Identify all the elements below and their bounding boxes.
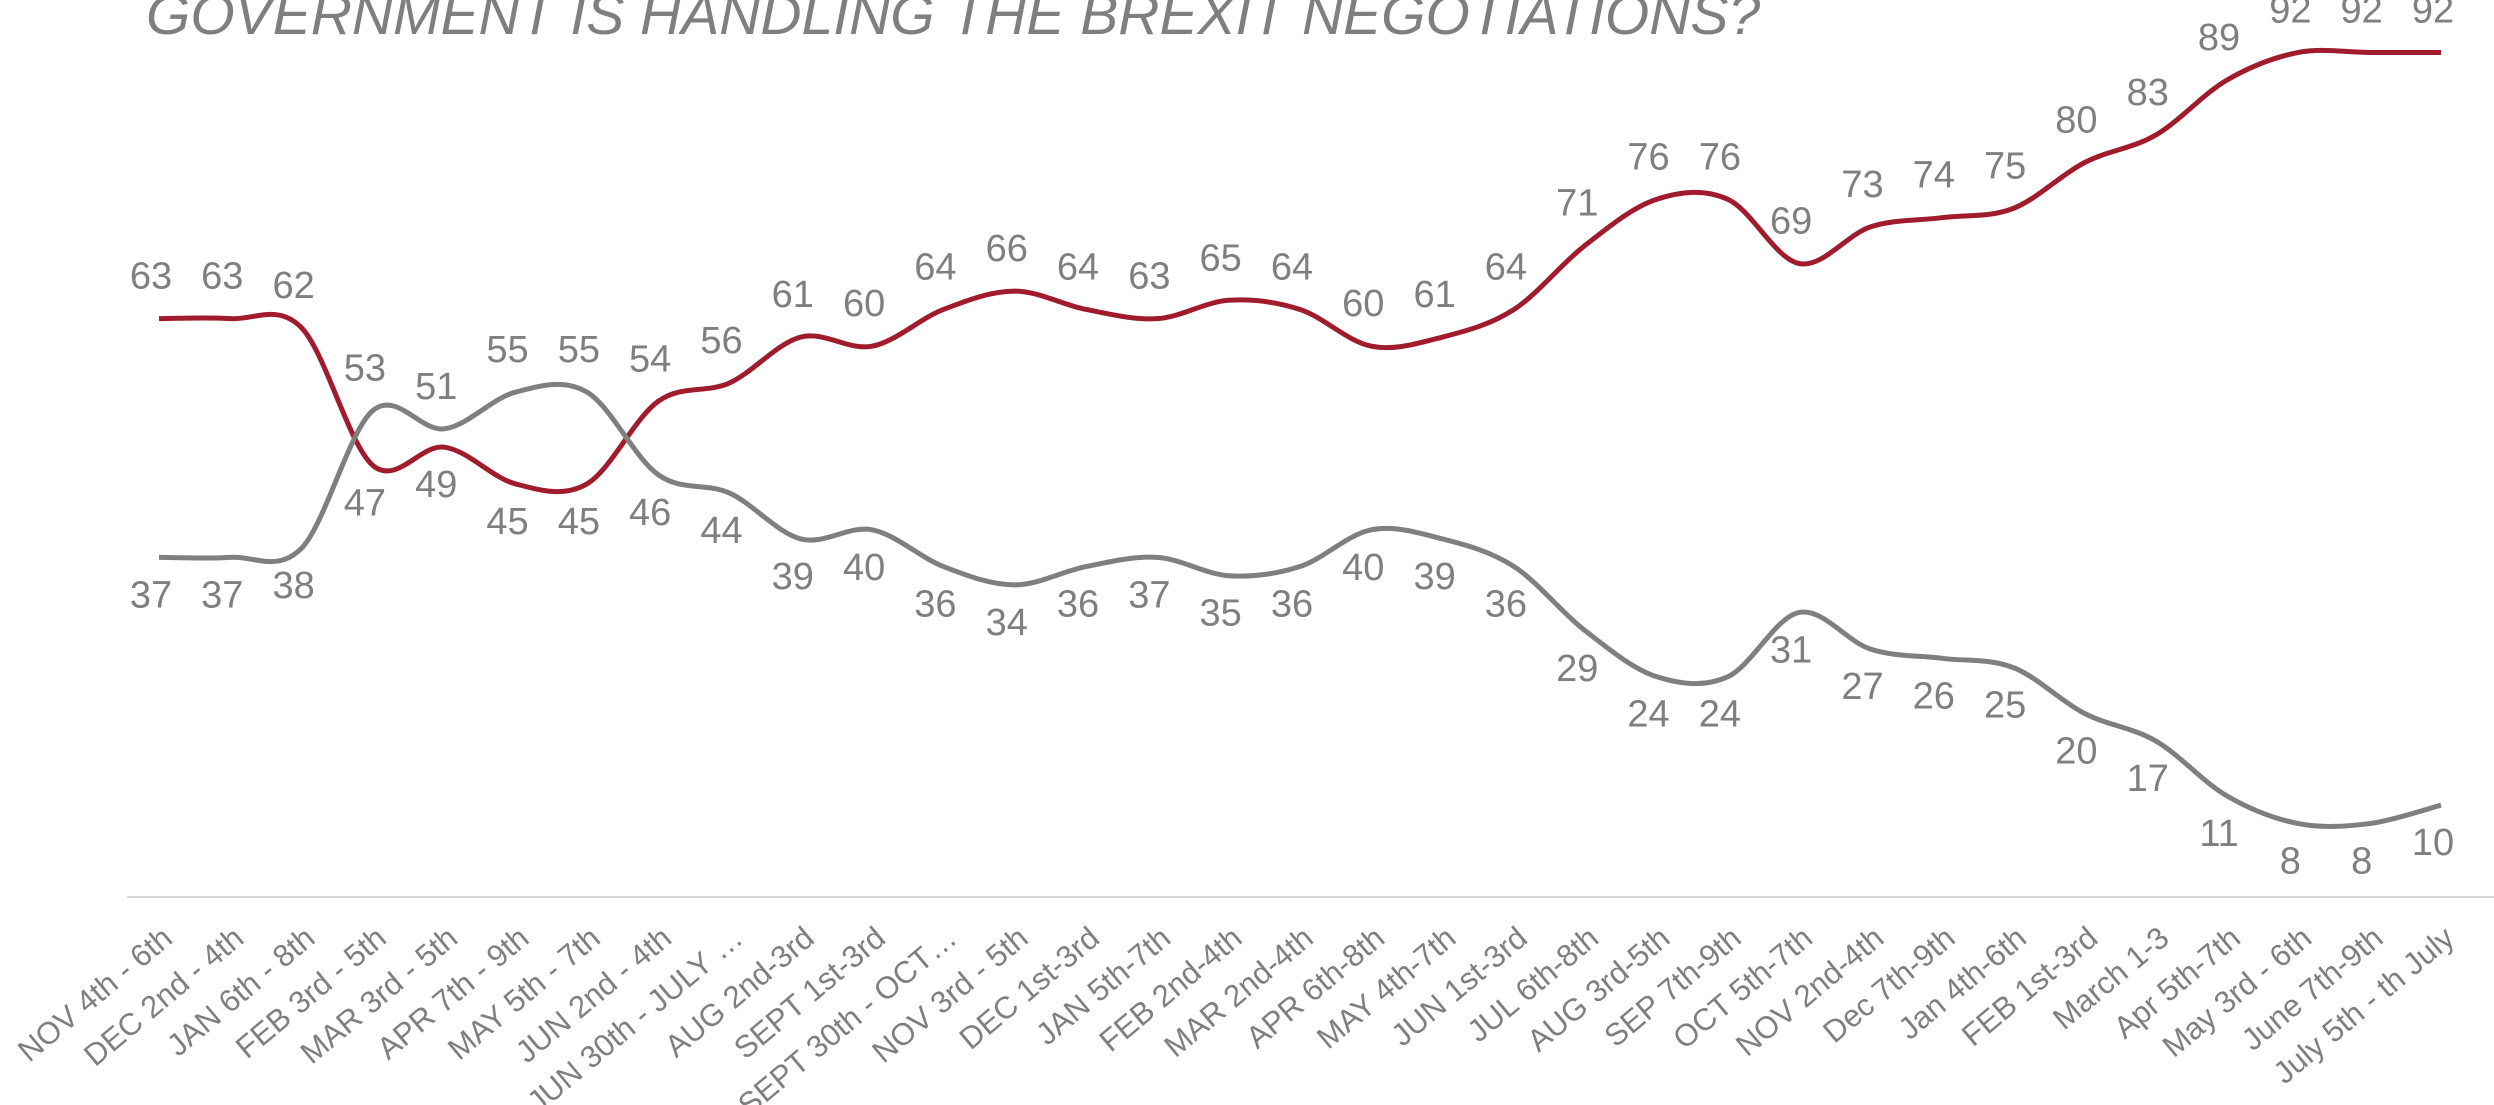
data-label: 24 xyxy=(1627,694,1669,736)
data-label: 64 xyxy=(1271,247,1313,289)
data-label: 69 xyxy=(1770,201,1812,243)
series-line xyxy=(158,381,2442,829)
data-label: 64 xyxy=(1057,247,1099,289)
data-label: 60 xyxy=(843,283,885,325)
data-label: 17 xyxy=(2127,758,2169,800)
data-label: 37 xyxy=(1128,574,1170,616)
data-label: 36 xyxy=(1057,584,1099,626)
data-label: 74 xyxy=(1913,155,1955,197)
data-label: 24 xyxy=(1699,694,1741,736)
data-label: 83 xyxy=(2127,72,2169,114)
data-label: 8 xyxy=(2280,841,2301,883)
data-label: 92 xyxy=(2341,0,2383,31)
data-label: 51 xyxy=(415,366,457,408)
data-label: 62 xyxy=(272,265,314,307)
data-label: 73 xyxy=(1841,164,1883,206)
data-label: 35 xyxy=(1200,593,1242,635)
data-label: 64 xyxy=(1485,247,1527,289)
data-label: 92 xyxy=(2269,0,2311,31)
data-label: 49 xyxy=(415,464,457,506)
data-label: 47 xyxy=(344,483,386,525)
data-label: 46 xyxy=(629,492,671,534)
data-label: 26 xyxy=(1913,675,1955,717)
data-label: 71 xyxy=(1556,182,1598,224)
data-label: 34 xyxy=(986,602,1028,644)
data-label: 45 xyxy=(558,501,600,543)
data-label: 25 xyxy=(1984,685,2026,727)
data-label: 39 xyxy=(1413,556,1455,598)
data-label: 36 xyxy=(1271,584,1313,626)
data-label: 60 xyxy=(1342,283,1384,325)
data-label: 40 xyxy=(1342,547,1384,589)
data-label: 11 xyxy=(2199,813,2238,855)
data-label: 63 xyxy=(130,256,172,298)
data-label: 64 xyxy=(914,247,956,289)
data-label: 38 xyxy=(272,565,314,607)
data-label: 37 xyxy=(201,574,243,616)
data-label: 20 xyxy=(2055,730,2097,772)
series-line xyxy=(158,47,2441,495)
data-label: 76 xyxy=(1699,136,1741,178)
data-label: 89 xyxy=(2198,17,2240,59)
data-label: 75 xyxy=(1984,146,2026,188)
data-label: 40 xyxy=(843,547,885,589)
data-label: 55 xyxy=(558,329,600,371)
data-label: 31 xyxy=(1770,629,1812,671)
data-label: 76 xyxy=(1627,136,1669,178)
data-label: 61 xyxy=(1413,274,1455,316)
data-label: 45 xyxy=(486,501,528,543)
data-label: 61 xyxy=(772,274,814,316)
data-label: 66 xyxy=(986,228,1028,270)
data-label: 56 xyxy=(700,320,742,362)
data-label: 65 xyxy=(1200,237,1242,279)
data-label: 53 xyxy=(344,347,386,389)
data-label: 37 xyxy=(130,574,172,616)
data-label: 39 xyxy=(772,556,814,598)
data-label: 80 xyxy=(2055,100,2097,142)
data-label: 63 xyxy=(1128,256,1170,298)
data-label: 29 xyxy=(1556,648,1598,690)
data-label: 44 xyxy=(700,510,742,552)
data-label: 54 xyxy=(629,338,671,380)
data-label: 27 xyxy=(1841,666,1883,708)
data-label: 8 xyxy=(2351,841,2372,883)
data-label: 10 xyxy=(2412,822,2454,864)
data-label: 55 xyxy=(486,329,528,371)
chart-title: GOVERNMENT IS HANDLING THE BREXIT NEGOTI… xyxy=(146,0,1760,47)
data-label: 63 xyxy=(201,256,243,298)
data-label: 36 xyxy=(1485,584,1527,626)
data-label: 36 xyxy=(914,584,956,626)
data-label: 92 xyxy=(2412,0,2454,31)
